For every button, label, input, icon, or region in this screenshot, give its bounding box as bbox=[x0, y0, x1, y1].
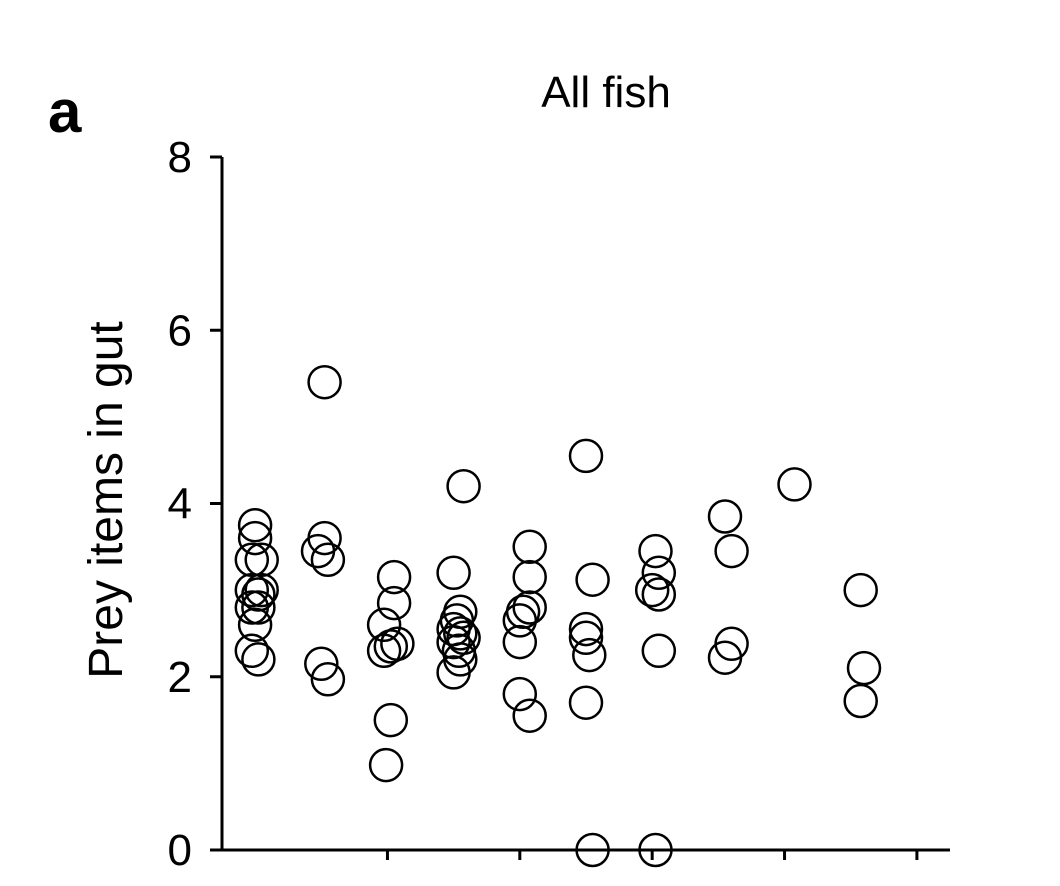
data-point bbox=[241, 642, 276, 677]
axes: 0 2 4 6 8 bbox=[168, 133, 950, 875]
data-point bbox=[707, 499, 743, 534]
data-point bbox=[443, 616, 478, 651]
data-point bbox=[307, 364, 342, 400]
data-point bbox=[707, 640, 743, 675]
data-point bbox=[843, 572, 878, 608]
data-point bbox=[300, 533, 336, 569]
data-point bbox=[512, 559, 547, 595]
panel-label: a bbox=[48, 78, 82, 145]
data-point bbox=[234, 633, 270, 669]
data-point bbox=[568, 620, 604, 656]
data-point bbox=[376, 559, 412, 595]
data-point bbox=[777, 467, 812, 502]
data-point bbox=[575, 832, 610, 868]
data-point bbox=[366, 607, 402, 643]
y-tick-label: 2 bbox=[168, 653, 192, 702]
data-point bbox=[512, 529, 547, 565]
data-point bbox=[512, 590, 547, 625]
data-point bbox=[310, 542, 346, 578]
data-point bbox=[634, 572, 670, 608]
y-tick-label: 4 bbox=[168, 480, 192, 529]
data-point bbox=[244, 572, 279, 608]
y-tick-label: 6 bbox=[168, 306, 192, 355]
chart-title: All fish bbox=[541, 68, 671, 117]
data-point bbox=[572, 637, 607, 673]
data-point bbox=[380, 626, 415, 662]
data-point bbox=[641, 633, 677, 669]
data-point bbox=[244, 542, 279, 578]
data-point bbox=[304, 646, 339, 682]
data-point bbox=[446, 468, 481, 504]
data-point bbox=[307, 520, 342, 556]
data-point bbox=[234, 542, 270, 578]
data-point bbox=[373, 702, 409, 738]
data-point bbox=[568, 611, 604, 647]
data-point bbox=[234, 572, 270, 608]
data-point bbox=[568, 685, 604, 720]
data-point bbox=[512, 698, 547, 733]
data-point bbox=[436, 555, 471, 591]
data-point bbox=[502, 603, 538, 638]
data-point bbox=[237, 507, 273, 543]
data-point bbox=[641, 577, 677, 612]
data-point bbox=[376, 585, 412, 621]
y-tick-label: 8 bbox=[168, 133, 192, 182]
data-point bbox=[237, 520, 273, 556]
data-point bbox=[843, 683, 878, 719]
data-point bbox=[241, 590, 276, 625]
data-point bbox=[575, 562, 610, 597]
y-axis-label: Prey items in gut bbox=[80, 321, 133, 678]
data-point bbox=[436, 655, 471, 690]
data-point bbox=[714, 533, 749, 569]
data-point bbox=[502, 624, 538, 660]
data-point bbox=[638, 832, 673, 868]
data-point bbox=[568, 438, 604, 474]
data-point bbox=[368, 747, 404, 783]
data-point bbox=[638, 533, 673, 569]
data-point bbox=[641, 555, 677, 591]
data-point bbox=[846, 650, 882, 686]
data-points bbox=[234, 364, 882, 868]
data-point bbox=[310, 662, 346, 697]
y-tick-label: 0 bbox=[168, 826, 192, 875]
data-point bbox=[436, 624, 471, 660]
data-point bbox=[234, 590, 270, 625]
data-point bbox=[237, 607, 273, 643]
data-point bbox=[502, 676, 538, 712]
